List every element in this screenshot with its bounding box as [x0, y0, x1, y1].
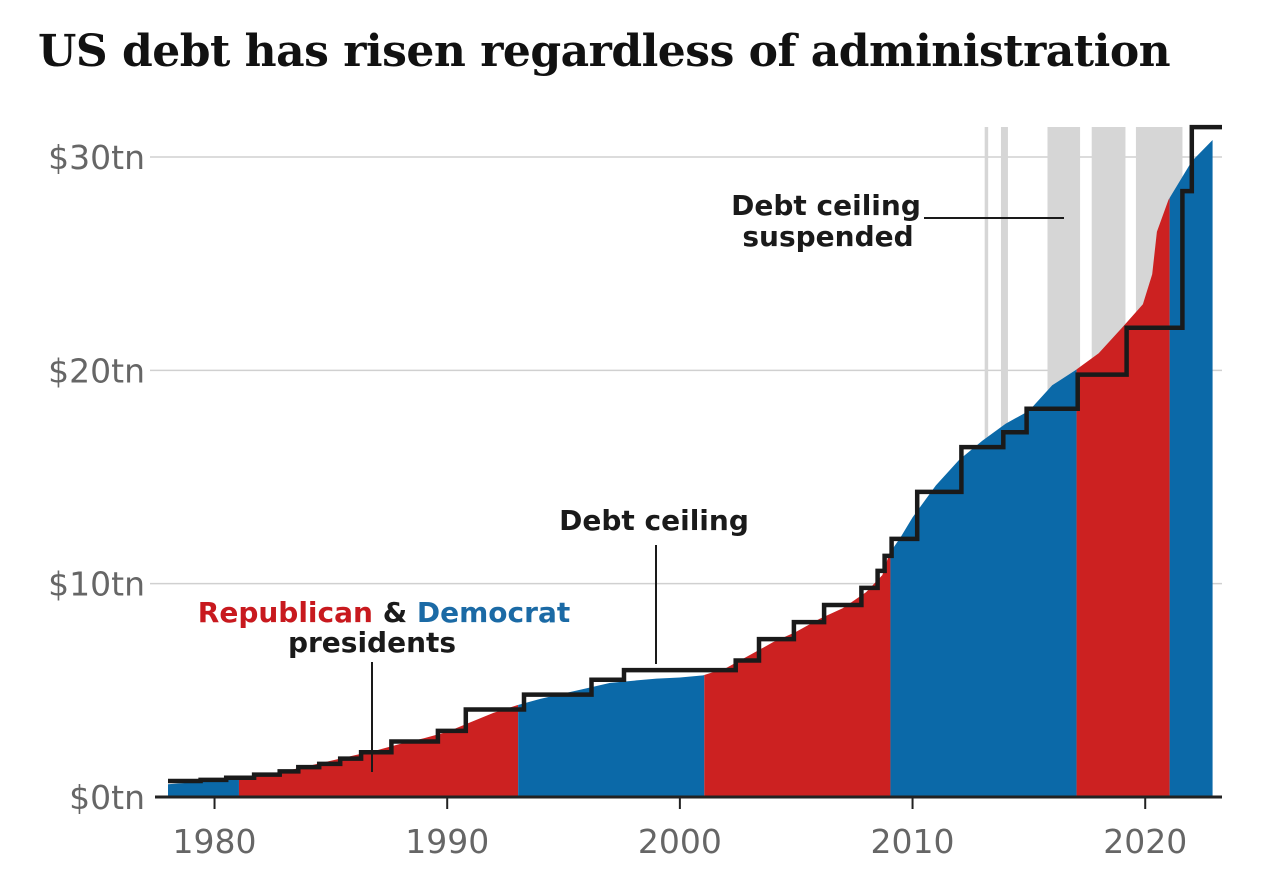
y-tick-label: $20tn [48, 351, 145, 390]
y-tick-label: $10tn [48, 565, 145, 604]
x-tick-label: 2020 [1103, 822, 1187, 861]
tick-labels: 1980 1990 2000 2010 2020 $0tn $10tn $20tn $30tn [48, 138, 1187, 861]
democrat-term-area [168, 139, 239, 797]
democrat-term-area [1169, 139, 1213, 797]
ceiling-label: Debt ceiling [559, 504, 749, 537]
debt-ceiling-line [168, 124, 1222, 784]
x-axis [155, 795, 1222, 809]
x-tick-label: 2010 [871, 822, 955, 861]
legend-democrat: Democrat [417, 596, 570, 629]
legend-title-line1: Republican & Democrat [198, 596, 570, 629]
debt-ceiling-series [168, 124, 1222, 784]
x-tick-label: 2000 [638, 822, 722, 861]
chart-title: US debt has risen regardless of administ… [38, 26, 1171, 77]
legend-ampersand: & [373, 596, 417, 629]
x-tick-label: 1990 [405, 822, 489, 861]
legend-republican: Republican [198, 596, 373, 629]
suspended-label-line2: suspended [742, 220, 913, 253]
legend-title-line2: presidents [288, 626, 456, 659]
y-tick-label: $30tn [48, 138, 145, 177]
republican-term-area [238, 139, 519, 797]
annotations: Republican & Democrat presidents Debt ce… [198, 189, 1064, 772]
suspended-label-line1: Debt ceiling [731, 189, 921, 222]
x-tick-label: 1980 [173, 822, 257, 861]
y-tick-label: $0tn [69, 778, 145, 817]
